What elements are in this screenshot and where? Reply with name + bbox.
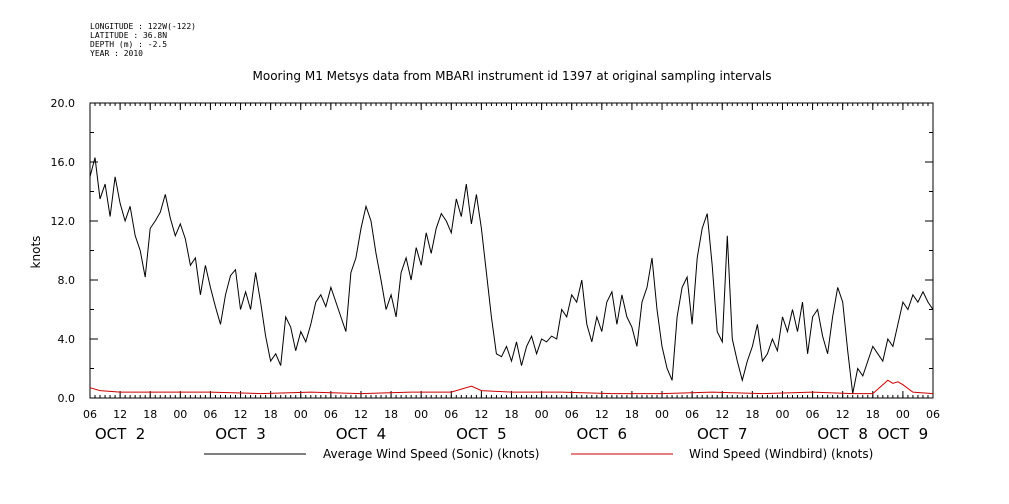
- y-tick-label: 16.0: [51, 156, 76, 169]
- chart-title: Mooring M1 Metsys data from MBARI instru…: [253, 69, 772, 83]
- x-tick-label: 00: [775, 408, 789, 421]
- x-tick-label: 12: [836, 408, 850, 421]
- x-tick-label: 00: [173, 408, 187, 421]
- y-tick-label: 4.0: [58, 333, 76, 346]
- legend: Average Wind Speed (Sonic) (knots) Wind …: [204, 447, 873, 461]
- y-tick-label: 12.0: [51, 215, 76, 228]
- x-tick-label: 06: [83, 408, 97, 421]
- plot-frame: [89, 102, 934, 399]
- x-tick-label: 18: [625, 408, 639, 421]
- x-tick-label: 18: [505, 408, 519, 421]
- x-axis-ticks: 06 12 18 00 06 12 18 00 06 12 18 00 06 12 18 00 06 12 18 00…: [83, 103, 940, 443]
- x-tick-label: 12: [474, 408, 488, 421]
- x-day-label: OCT 9: [878, 425, 929, 443]
- x-day-label: OCT 7: [697, 425, 748, 443]
- metadata-year: YEAR : 2010: [90, 49, 143, 58]
- y-tick-label: 8.0: [58, 274, 76, 287]
- x-tick-label: 12: [715, 408, 729, 421]
- x-tick-label: 12: [113, 408, 127, 421]
- x-tick-label: 00: [414, 408, 428, 421]
- x-tick-label: 00: [294, 408, 308, 421]
- y-tick-label: 20.0: [51, 97, 76, 110]
- x-tick-label: 00: [535, 408, 549, 421]
- x-tick-label: 06: [806, 408, 820, 421]
- x-tick-label: 18: [384, 408, 398, 421]
- x-tick-label: 06: [203, 408, 217, 421]
- x-day-label: OCT 6: [577, 425, 628, 443]
- x-day-label: OCT 8: [817, 425, 868, 443]
- x-day-label: OCT 5: [456, 425, 507, 443]
- y-axis-label: knots: [29, 236, 43, 269]
- y-tick-label: 0.0: [58, 392, 76, 405]
- y-axis-ticks: 0.0 4.0 8.0 12.0 16.0 20.0: [51, 97, 933, 405]
- x-tick-label: 06: [565, 408, 579, 421]
- legend-label-sonic: Average Wind Speed (Sonic) (knots): [323, 447, 539, 461]
- x-tick-label: 12: [595, 408, 609, 421]
- x-tick-label: 06: [444, 408, 458, 421]
- x-tick-label: 00: [896, 408, 910, 421]
- x-day-label: OCT 4: [336, 425, 387, 443]
- metadata-block: LONGITUDE : 122W(-122) LATITUDE : 36.8N …: [90, 22, 196, 58]
- metadata-depth: DEPTH (m) : -2.5: [90, 40, 168, 49]
- metadata-longitude: LONGITUDE : 122W(-122): [90, 22, 196, 31]
- series-layer: [89, 157, 934, 395]
- x-tick-label: 06: [685, 408, 699, 421]
- x-tick-label: 12: [234, 408, 248, 421]
- x-tick-label: 06: [926, 408, 940, 421]
- x-day-label: OCT 3: [215, 425, 266, 443]
- series-line-0: [89, 157, 934, 394]
- series-line-1: [89, 379, 934, 395]
- metadata-latitude: LATITUDE : 36.8N: [90, 31, 168, 40]
- x-day-label: OCT 2: [95, 425, 146, 443]
- x-tick-label: 12: [354, 408, 368, 421]
- x-tick-label: 18: [745, 408, 759, 421]
- legend-label-windbird: Wind Speed (Windbird) (knots): [689, 447, 873, 461]
- x-tick-label: 18: [264, 408, 278, 421]
- x-tick-label: 00: [655, 408, 669, 421]
- x-tick-label: 18: [143, 408, 157, 421]
- x-tick-label: 06: [324, 408, 338, 421]
- x-tick-label: 18: [866, 408, 880, 421]
